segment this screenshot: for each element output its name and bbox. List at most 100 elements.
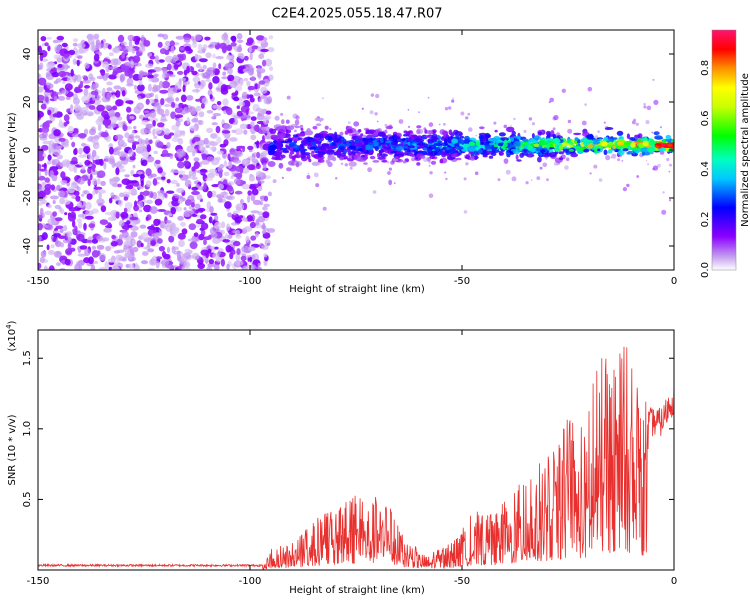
heatmap-noise-cell (88, 73, 94, 80)
heatmap-noise-cell (115, 167, 120, 176)
heatmap-noise-cell (152, 84, 157, 92)
heatmap-noise-cell (170, 169, 179, 173)
heatmap-scatter-cell (505, 169, 511, 175)
heatmap-noise-cell (87, 178, 91, 187)
heatmap-scatter-cell (635, 122, 639, 126)
heatmap-noise-cell (169, 40, 175, 47)
heatmap-noise-cell (98, 267, 107, 270)
heatmap-noise-cell (96, 104, 105, 112)
heatmap-noise-cell (67, 242, 72, 250)
heatmap-noise-cell (38, 190, 46, 199)
heatmap-noise-cell (262, 211, 270, 219)
heatmap-scatter-cell (553, 114, 559, 121)
heatmap-signal-cell (521, 143, 527, 146)
heatmap-noise-cell (63, 114, 70, 122)
heatmap-noise-cell (249, 221, 256, 229)
spectrogram-panel: -150 -100 -50 0 -40 -20 0 20 40 Height of strai… (7, 29, 677, 295)
heatmap-scatter-cell (398, 119, 404, 124)
heatmap-noise-cell (211, 116, 216, 120)
heatmap-noise-cell (160, 258, 170, 266)
heatmap-noise-cell (149, 110, 157, 118)
heatmap-noise-cell (178, 46, 186, 51)
snr-x-axis-label: Height of straight line (km) (289, 585, 425, 596)
heatmap-signal-cell (642, 140, 649, 147)
heatmap-noise-cell (199, 168, 208, 173)
heatmap-noise-cell (227, 246, 234, 252)
heatmap-noise-cell (89, 105, 96, 110)
heatmap-noise-cell (47, 160, 52, 165)
heatmap-noise-cell (122, 124, 128, 132)
heatmap-noise-cell (53, 95, 58, 102)
heatmap-signal-cell (593, 141, 601, 145)
heatmap-noise-cell (249, 185, 257, 190)
heatmap-noise-cell (132, 164, 136, 169)
heatmap-noise-cell (65, 96, 71, 100)
heatmap-noise-cell (177, 170, 186, 174)
heatmap-noise-cell (108, 74, 117, 80)
heatmap-signal-cell (523, 148, 528, 153)
heatmap-noise-cell (84, 210, 94, 216)
heatmap-scatter-cell (493, 121, 497, 125)
heatmap-noise-cell (93, 33, 100, 39)
heatmap-signal-cell (338, 145, 345, 150)
heatmap-signal-cell (654, 136, 664, 140)
heatmap-noise-cell (221, 130, 231, 134)
heatmap-scatter-cell (370, 93, 375, 97)
heatmap-noise-cell (38, 235, 42, 243)
heatmap-scatter-cell (653, 99, 659, 105)
heatmap-noise-cell (156, 141, 164, 149)
heatmap-noise-cell (85, 102, 91, 108)
heatmap-noise-cell (41, 144, 49, 151)
heatmap-signal-cell (324, 125, 329, 130)
heatmap-signal-cell (547, 134, 556, 137)
heatmap-noise-cell (130, 231, 138, 238)
heatmap-noise-cell (91, 245, 97, 250)
heatmap-noise-cell (250, 76, 256, 82)
heatmap-noise-cell (226, 195, 235, 201)
heatmap-scatter-cell (369, 110, 374, 115)
heatmap-scatter-cell (651, 131, 654, 134)
snr-x-tick-label: 0 (671, 576, 677, 587)
heatmap-noise-cell (258, 53, 265, 60)
spectrogram-y-tick-label: 20 (22, 96, 33, 109)
heatmap-noise-cell (137, 194, 144, 201)
heatmap-scatter-cell (428, 193, 434, 198)
snr-scale-label: (x104) (5, 320, 18, 351)
heatmap-scatter-cell (347, 121, 351, 124)
heatmap-signal-cell (499, 151, 504, 156)
heatmap-noise-cell (167, 90, 174, 98)
heatmap-signal-cell (347, 150, 353, 156)
heatmap-noise-cell (82, 190, 90, 195)
heatmap-signal-cell (473, 150, 479, 156)
heatmap-noise-cell (76, 233, 85, 242)
heatmap-noise-cell (38, 202, 43, 206)
heatmap-signal-cell (653, 131, 660, 136)
heatmap-signal-cell (416, 125, 422, 129)
heatmap-peak-cell (656, 143, 662, 146)
heatmap-noise-cell (205, 79, 212, 82)
heatmap-signal-cell (416, 162, 421, 166)
heatmap-noise-cell (81, 165, 86, 171)
heatmap-noise-cell (138, 45, 146, 53)
heatmap-noise-cell (191, 214, 198, 217)
heatmap-signal-cell (513, 140, 521, 147)
heatmap-noise-cell (38, 94, 45, 102)
heatmap-noise-cell (175, 35, 185, 40)
heatmap-noise-cell (154, 198, 163, 206)
heatmap-noise-cell (214, 172, 220, 176)
colorbar-tick-label: 0.8 (700, 60, 711, 76)
heatmap-noise-cell (183, 212, 191, 218)
heatmap-noise-cell (268, 35, 274, 40)
heatmap-signal-cell (503, 158, 509, 164)
heatmap-noise-cell (143, 190, 150, 196)
heatmap-noise-cell (102, 61, 109, 69)
heatmap-noise-cell (100, 180, 106, 186)
heatmap-noise-cell (64, 258, 71, 266)
heatmap-noise-cell (127, 224, 133, 228)
heatmap-noise-cell (116, 165, 125, 169)
heatmap-noise-cell (156, 60, 160, 65)
heatmap-noise-cell (77, 253, 87, 257)
heatmap-noise-cell (109, 178, 118, 186)
heatmap-signal-cell (308, 158, 312, 163)
heatmap-scatter-cell (513, 117, 516, 121)
